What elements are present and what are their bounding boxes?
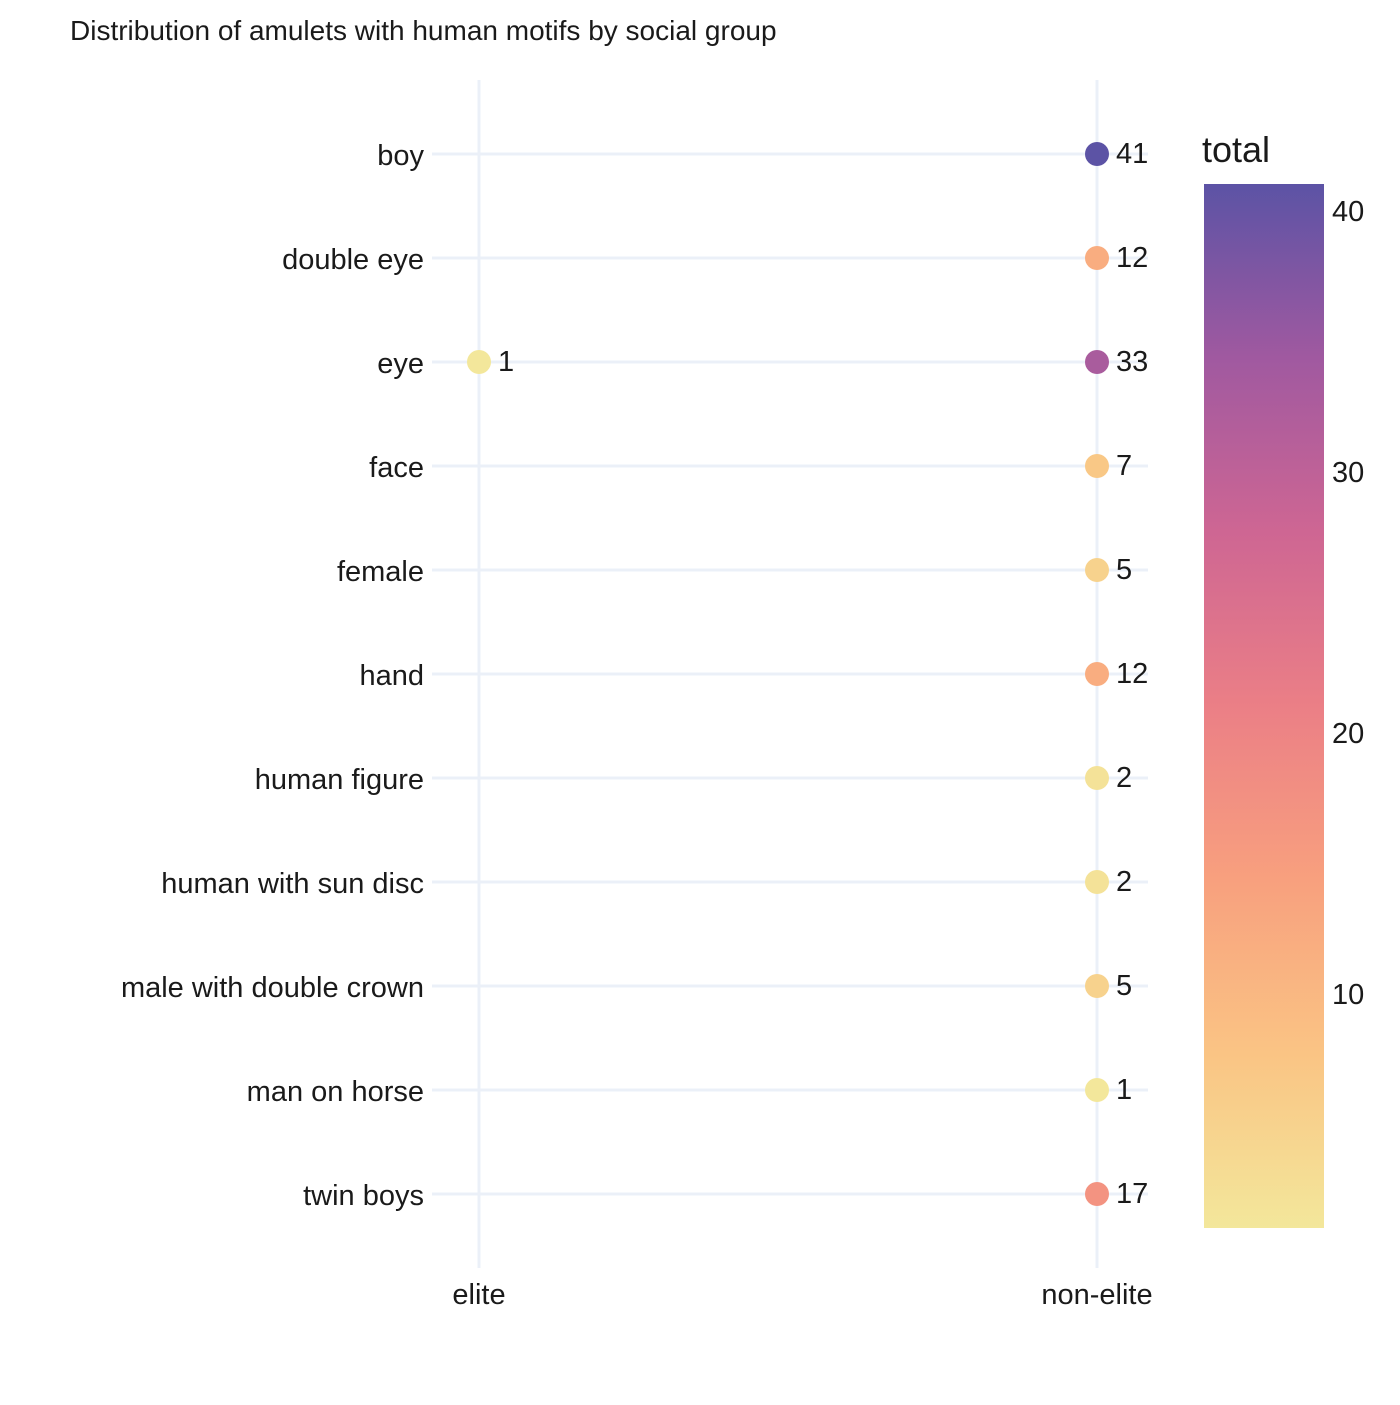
value-label-non-elite-male-with-double-crown: 5 [1116, 970, 1132, 1002]
y-tick-label-human-with-sun-disc: human with sun disc [161, 868, 424, 900]
value-label-non-elite-double-eye: 12 [1116, 242, 1148, 274]
value-label-non-elite-human-with-sun-disc: 2 [1116, 866, 1132, 898]
y-tick-label-twin-boys: twin boys [303, 1180, 424, 1212]
point-non-elite-human-with-sun-disc [1085, 870, 1109, 894]
y-tick-label-face: face [369, 452, 424, 484]
colorbar-tick-40: 40 [1332, 196, 1364, 228]
chart-title: Distribution of amulets with human motif… [70, 15, 777, 46]
colorbar-title: total [1202, 129, 1270, 170]
y-tick-label-boy: boy [377, 140, 424, 172]
value-label-elite-eye: 1 [498, 346, 514, 378]
point-non-elite-boy [1085, 142, 1109, 166]
y-tick-labels: boy double eye eye face female hand human figu… [121, 140, 425, 1212]
y-tick-label-man-on-horse: man on horse [247, 1076, 424, 1108]
value-label-non-elite-hand: 12 [1116, 658, 1148, 690]
colorbar: total 10 20 30 40 [1202, 129, 1364, 1228]
value-label-non-elite-female: 5 [1116, 554, 1132, 586]
data-points: 1 41 12 33 7 5 12 2 2 5 1 17 [467, 138, 1148, 1210]
y-tick-label-human-figure: human figure [255, 764, 424, 796]
point-non-elite-male-with-double-crown [1085, 974, 1109, 998]
point-non-elite-human-figure [1085, 766, 1109, 790]
colorbar-tick-20: 20 [1332, 718, 1364, 750]
point-non-elite-female [1085, 558, 1109, 582]
value-label-non-elite-human-figure: 2 [1116, 762, 1132, 794]
point-non-elite-face [1085, 454, 1109, 478]
point-non-elite-man-on-horse [1085, 1078, 1109, 1102]
point-elite-eye [467, 350, 491, 374]
gridlines [432, 80, 1148, 1268]
x-tick-labels: elite non-elite [452, 1279, 1152, 1311]
x-tick-label-non-elite: non-elite [1041, 1279, 1152, 1311]
colorbar-tick-10: 10 [1332, 979, 1364, 1011]
x-tick-label-elite: elite [452, 1279, 505, 1311]
value-label-non-elite-man-on-horse: 1 [1116, 1074, 1132, 1106]
y-tick-label-double-eye: double eye [282, 244, 424, 276]
value-label-non-elite-twin-boys: 17 [1116, 1178, 1148, 1210]
y-tick-label-hand: hand [359, 660, 424, 692]
y-tick-label-female: female [337, 556, 424, 588]
colorbar-scale [1204, 184, 1324, 1228]
value-label-non-elite-boy: 41 [1116, 138, 1148, 170]
point-non-elite-twin-boys [1085, 1182, 1109, 1206]
point-non-elite-hand [1085, 662, 1109, 686]
point-non-elite-eye [1085, 350, 1109, 374]
y-tick-label-eye: eye [377, 348, 424, 380]
value-label-non-elite-eye: 33 [1116, 346, 1148, 378]
point-non-elite-double-eye [1085, 246, 1109, 270]
y-tick-label-male-with-double-crown: male with double crown [121, 972, 424, 1004]
colorbar-tick-30: 30 [1332, 457, 1364, 489]
value-label-non-elite-face: 7 [1116, 450, 1132, 482]
